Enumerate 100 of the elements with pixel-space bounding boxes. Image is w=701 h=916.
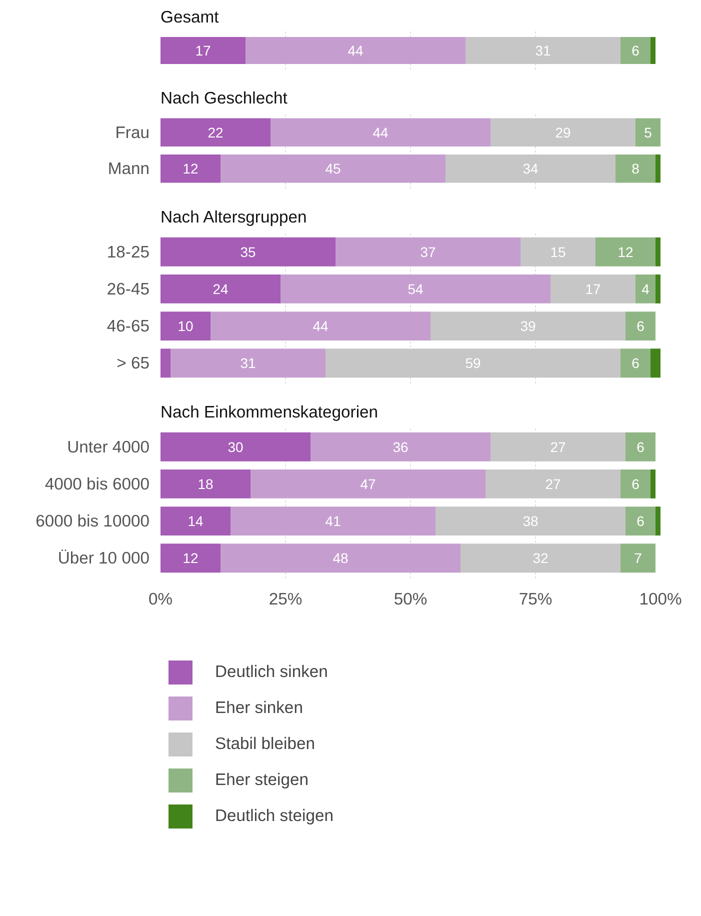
bar <box>246 37 466 64</box>
y-tick-label: > 65 <box>116 354 150 373</box>
data-label: 44 <box>312 318 328 334</box>
bar <box>620 544 656 573</box>
x-tick-label: 25% <box>268 590 302 608</box>
bar <box>160 237 336 266</box>
data-label: 17 <box>585 280 601 297</box>
bar <box>210 312 430 340</box>
bar <box>310 432 490 462</box>
bar <box>656 154 660 183</box>
data-label: 12 <box>618 244 634 260</box>
chart-title: Nach Einkommenskategorien <box>160 402 378 422</box>
data-label: 59 <box>465 355 481 372</box>
data-label: 6 <box>632 42 640 58</box>
bar <box>270 118 490 147</box>
legend-label: Eher sinken <box>215 698 303 718</box>
data-label: 6 <box>636 318 645 334</box>
chart-title: Nach Altersgruppen <box>160 208 307 226</box>
bar <box>616 154 656 183</box>
bar <box>490 432 626 462</box>
legend-label: Deutlich sinken <box>215 662 328 682</box>
bar <box>336 237 520 266</box>
bar <box>160 312 210 340</box>
data-label: 27 <box>550 438 566 455</box>
bar <box>160 544 220 573</box>
bar <box>620 470 650 498</box>
data-label: 5 <box>644 124 652 140</box>
bar <box>550 274 636 304</box>
data-label: 15 <box>550 244 566 260</box>
bar <box>170 348 326 378</box>
data-label: 12 <box>182 550 198 566</box>
y-tick-label: 4000 bis 6000 <box>44 474 150 494</box>
bar <box>486 470 620 498</box>
bar <box>220 544 460 573</box>
bar <box>636 118 660 147</box>
bar <box>326 348 620 378</box>
data-label: 22 <box>208 124 224 140</box>
chart-title: Nach Geschlecht <box>160 88 288 108</box>
bar <box>650 348 660 378</box>
bar <box>430 312 626 340</box>
y-tick-label: 6000 bis 10000 <box>36 512 150 531</box>
data-label: 31 <box>240 355 256 372</box>
data-label: 38 <box>522 513 538 530</box>
data-label: 44 <box>348 42 364 58</box>
bar <box>230 506 436 536</box>
data-label: 47 <box>360 476 376 492</box>
data-label: 36 <box>392 438 408 455</box>
data-label: 45 <box>325 160 341 177</box>
y-tick-label: Frau <box>115 122 150 142</box>
bar <box>656 237 660 266</box>
bar <box>160 470 250 498</box>
bar <box>620 37 650 64</box>
bar <box>160 118 270 147</box>
data-label: 24 <box>212 280 228 297</box>
bar <box>490 118 636 147</box>
data-label: 6 <box>632 355 640 372</box>
x-tick-label: 0% <box>148 590 173 608</box>
data-label: 6 <box>632 476 640 492</box>
bar <box>520 237 596 266</box>
data-label: 31 <box>535 42 551 58</box>
data-label: 12 <box>182 160 198 177</box>
bar <box>656 274 660 304</box>
bar <box>636 274 656 304</box>
bar <box>626 432 656 462</box>
bar <box>160 432 310 462</box>
y-tick-label: Über 10 000 <box>58 548 150 568</box>
bar <box>250 470 486 498</box>
data-label: 8 <box>632 160 640 177</box>
legend-label: Deutlich steigen <box>215 806 334 826</box>
data-label: 54 <box>408 280 424 297</box>
x-tick-label: 100% <box>639 590 682 608</box>
bar <box>626 312 656 340</box>
legend-label: Eher steigen <box>215 770 309 790</box>
bar <box>596 237 656 266</box>
data-label: 35 <box>240 244 256 260</box>
bar <box>656 506 660 536</box>
bar <box>626 506 656 536</box>
x-tick-label: 75% <box>518 590 552 608</box>
y-tick-label: 18-25 <box>106 242 150 262</box>
bar <box>650 37 656 64</box>
y-tick-label: 46-65 <box>106 316 150 336</box>
chart-title: Gesamt <box>160 8 220 26</box>
data-label: 6 <box>636 513 645 530</box>
data-label: 41 <box>325 513 341 530</box>
bar <box>446 154 616 183</box>
data-label: 4 <box>642 280 650 297</box>
data-label: 37 <box>420 244 436 260</box>
bar <box>650 470 656 498</box>
data-label: 6 <box>636 438 645 455</box>
data-label: 29 <box>555 124 571 140</box>
data-label: 48 <box>332 550 348 566</box>
data-label: 18 <box>198 476 214 492</box>
bar <box>160 274 280 304</box>
bar <box>466 37 620 64</box>
data-label: 27 <box>545 476 561 492</box>
y-tick-label: Unter 4000 <box>67 437 150 456</box>
bar <box>160 348 170 378</box>
data-label: 30 <box>228 438 244 455</box>
x-tick-label: 50% <box>394 590 428 608</box>
data-label: 32 <box>532 550 548 566</box>
